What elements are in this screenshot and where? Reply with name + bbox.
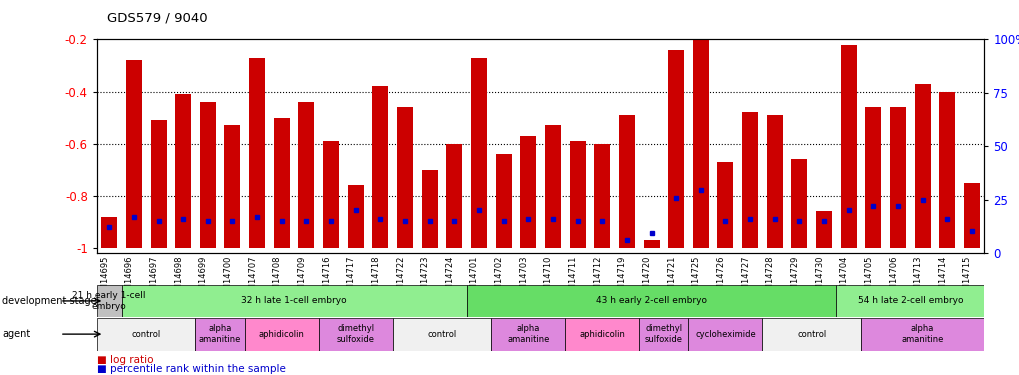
Bar: [249, 58, 265, 248]
Bar: [619, 115, 634, 248]
Bar: [860, 318, 983, 351]
Bar: [914, 84, 929, 248]
Bar: [864, 107, 880, 248]
Bar: [97, 318, 196, 351]
Bar: [544, 125, 560, 248]
Bar: [323, 141, 338, 248]
Bar: [471, 58, 486, 248]
Bar: [594, 144, 609, 248]
Bar: [963, 183, 979, 248]
Bar: [175, 94, 191, 248]
Text: 54 h late 2-cell embryo: 54 h late 2-cell embryo: [857, 296, 962, 305]
Bar: [565, 318, 639, 351]
Bar: [446, 144, 462, 248]
Bar: [491, 318, 565, 351]
Bar: [421, 170, 437, 248]
Text: cycloheximide: cycloheximide: [694, 330, 755, 339]
Bar: [299, 102, 314, 248]
Bar: [196, 318, 245, 351]
Bar: [392, 318, 491, 351]
Bar: [97, 285, 121, 317]
Bar: [766, 115, 782, 248]
Text: control: control: [427, 330, 457, 339]
Bar: [121, 285, 466, 317]
Text: 43 h early 2-cell embryo: 43 h early 2-cell embryo: [595, 296, 706, 305]
Bar: [840, 45, 856, 248]
Text: agent: agent: [2, 329, 31, 339]
Text: 21 h early 1-cell
embryo: 21 h early 1-cell embryo: [72, 291, 146, 310]
Text: control: control: [131, 330, 161, 339]
Bar: [836, 285, 983, 317]
Bar: [716, 162, 733, 248]
Bar: [890, 107, 905, 248]
Text: aphidicolin: aphidicolin: [259, 330, 305, 339]
Text: dimethyl
sulfoxide: dimethyl sulfoxide: [336, 324, 374, 344]
Text: 32 h late 1-cell embryo: 32 h late 1-cell embryo: [242, 296, 346, 305]
Bar: [938, 92, 955, 248]
Bar: [151, 120, 166, 248]
Text: ■ log ratio: ■ log ratio: [97, 355, 153, 365]
Bar: [245, 318, 318, 351]
Text: alpha
amanitine: alpha amanitine: [199, 324, 242, 344]
Bar: [347, 185, 364, 248]
Bar: [200, 102, 216, 248]
Bar: [101, 217, 117, 248]
Bar: [639, 318, 688, 351]
Text: GDS579 / 9040: GDS579 / 9040: [107, 11, 208, 24]
Bar: [396, 107, 413, 248]
Bar: [791, 159, 807, 248]
Bar: [224, 125, 240, 248]
Text: aphidicolin: aphidicolin: [579, 330, 625, 339]
Bar: [688, 318, 761, 351]
Bar: [761, 318, 860, 351]
Bar: [273, 118, 289, 248]
Text: ■ percentile rank within the sample: ■ percentile rank within the sample: [97, 364, 285, 374]
Bar: [125, 60, 142, 248]
Text: dimethyl
sulfoxide: dimethyl sulfoxide: [644, 324, 682, 344]
Bar: [742, 112, 757, 248]
Bar: [667, 50, 684, 248]
Bar: [643, 240, 659, 248]
Text: alpha
amanitine: alpha amanitine: [901, 324, 943, 344]
Bar: [569, 141, 585, 248]
Bar: [372, 86, 388, 248]
Bar: [815, 211, 832, 248]
Bar: [520, 136, 536, 248]
Text: control: control: [796, 330, 825, 339]
Bar: [318, 318, 392, 351]
Text: alpha
amanitine: alpha amanitine: [506, 324, 549, 344]
Bar: [495, 154, 512, 248]
Bar: [467, 285, 836, 317]
Text: development stage: development stage: [2, 296, 97, 306]
Bar: [692, 39, 708, 248]
